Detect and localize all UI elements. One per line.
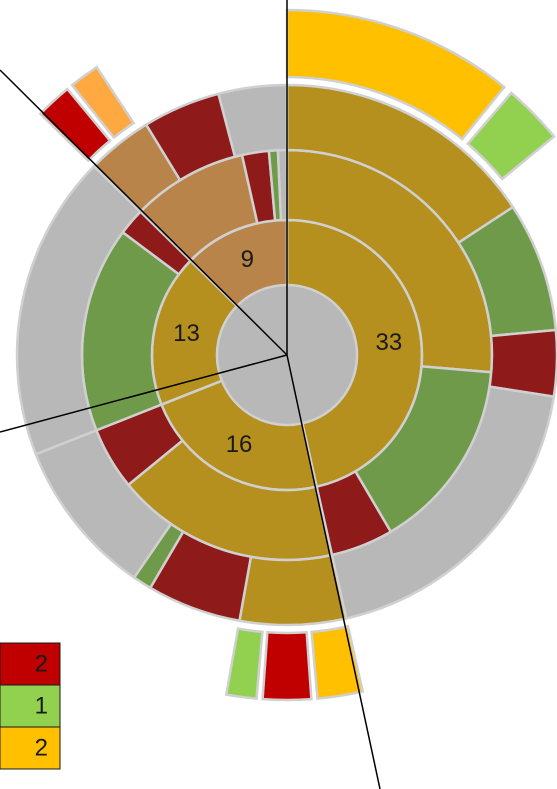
legend-label: 2 [35,734,48,761]
leader-lines [0,0,381,789]
leader-line [0,69,288,356]
legend-swatch [0,642,61,686]
segment-label: 33 [376,329,403,356]
segment [238,553,348,627]
leader-line [0,354,288,433]
segment-label: 9 [241,246,254,273]
legend-label: 2 [35,650,48,677]
segment [224,627,264,701]
segment [70,65,136,140]
segment [488,328,557,399]
segment [466,91,556,181]
segment [285,8,507,141]
rings [15,8,557,702]
legend-label: 1 [35,692,48,719]
segment [261,630,313,702]
legend-swatch [0,684,61,728]
segment [310,624,365,701]
segment-label: 13 [173,320,200,347]
segment-label: 16 [226,431,253,458]
legend-swatch [0,726,61,770]
labels: 33 16 13 9 [173,246,402,458]
leader-line [286,354,381,789]
legend: 2 1 2 [0,642,61,770]
